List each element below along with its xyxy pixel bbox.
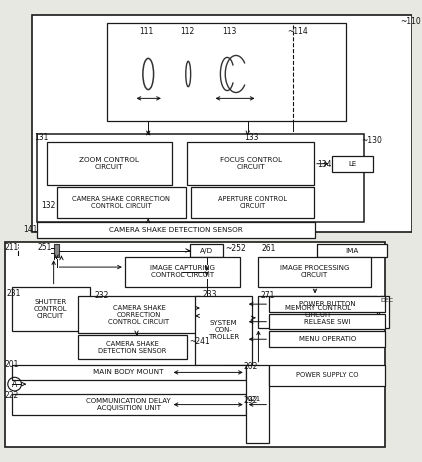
Text: RELEASE SWI: RELEASE SWI xyxy=(304,319,350,325)
Text: 113: 113 xyxy=(222,27,237,36)
Text: FOCUS CONTROL
CIRCUIT: FOCUS CONTROL CIRCUIT xyxy=(219,157,281,170)
Text: 271: 271 xyxy=(260,292,275,300)
Bar xyxy=(190,243,223,257)
Text: 131: 131 xyxy=(34,133,49,141)
Bar xyxy=(54,243,60,257)
Text: 232: 232 xyxy=(95,292,109,300)
Text: MEMORY CONTROL
CIRCUIT: MEMORY CONTROL CIRCUIT xyxy=(285,305,351,318)
Text: CAMERA SHAKE DETECTION SENSOR: CAMERA SHAKE DETECTION SENSOR xyxy=(109,227,243,233)
Text: CAMERA SHAKE
DETECTION SENSOR: CAMERA SHAKE DETECTION SENSOR xyxy=(98,340,167,353)
Bar xyxy=(32,15,411,232)
Bar xyxy=(107,23,346,121)
Bar xyxy=(12,286,90,331)
Text: ZOOM CONTROL
CIRCUIT: ZOOM CONTROL CIRCUIT xyxy=(79,157,139,170)
Text: 112: 112 xyxy=(181,27,195,36)
Text: ~252: ~252 xyxy=(225,243,246,253)
Text: APERTURE CONTROL
CIRCUIT: APERTURE CONTROL CIRCUIT xyxy=(218,196,287,209)
Bar xyxy=(78,296,200,334)
Text: 233: 233 xyxy=(203,291,217,299)
Bar xyxy=(5,242,385,447)
Text: COMMUNICATION DELAY
ACQUISITION UNIT: COMMUNICATION DELAY ACQUISITION UNIT xyxy=(87,398,171,411)
Text: 221: 221 xyxy=(248,396,261,402)
Bar xyxy=(37,134,364,222)
Bar xyxy=(195,296,252,365)
Text: 211: 211 xyxy=(5,243,19,252)
Text: 202: 202 xyxy=(244,362,258,371)
Bar xyxy=(269,331,385,347)
Text: 132: 132 xyxy=(41,201,55,210)
Text: LE: LE xyxy=(348,161,356,167)
Bar xyxy=(12,394,246,415)
Text: IMAGE CAPTURING
CONTROL CIRCUIT: IMAGE CAPTURING CONTROL CIRCUIT xyxy=(150,266,215,279)
Text: 201: 201 xyxy=(5,360,19,369)
Text: POWER SUPPLY CO: POWER SUPPLY CO xyxy=(296,372,358,378)
Bar xyxy=(191,187,314,219)
Bar xyxy=(332,156,373,171)
Text: 134: 134 xyxy=(317,160,331,169)
Bar xyxy=(258,296,377,328)
Bar xyxy=(125,257,240,286)
Bar xyxy=(78,335,187,359)
Text: SYSTEM
CON-
TROLLER: SYSTEM CON- TROLLER xyxy=(208,321,239,340)
Text: ~130: ~130 xyxy=(361,136,382,146)
Text: IMA: IMA xyxy=(345,248,359,254)
Bar xyxy=(57,187,186,219)
Bar xyxy=(258,257,371,286)
Bar xyxy=(317,243,387,257)
Text: SHUTTER
CONTROL
CIRCUIT: SHUTTER CONTROL CIRCUIT xyxy=(34,299,68,319)
Text: 292: 292 xyxy=(244,396,258,405)
Text: 111: 111 xyxy=(139,27,154,36)
Text: IMAGE PROCESSING
CIRCUIT: IMAGE PROCESSING CIRCUIT xyxy=(280,266,349,279)
Text: CAMERA SHAKE CORRECTION
CONTROL CIRCUIT: CAMERA SHAKE CORRECTION CONTROL CIRCUIT xyxy=(73,196,170,209)
Bar xyxy=(379,296,389,328)
Text: 141: 141 xyxy=(23,225,38,234)
Text: ~114: ~114 xyxy=(287,27,308,36)
Text: 222: 222 xyxy=(5,391,19,400)
Text: MAIN BODY MOUNT: MAIN BODY MOUNT xyxy=(94,370,164,376)
Bar xyxy=(269,314,385,329)
Bar xyxy=(47,142,172,185)
Bar xyxy=(37,222,315,238)
Text: MENU OPERATIO: MENU OPERATIO xyxy=(298,336,356,342)
Text: A/D: A/D xyxy=(200,248,213,254)
Text: 261: 261 xyxy=(261,243,276,253)
Text: ~241: ~241 xyxy=(189,337,210,346)
Text: 133: 133 xyxy=(244,133,258,141)
Text: CAMERA SHAKE
CORRECTION
CONTROL CIRCUIT: CAMERA SHAKE CORRECTION CONTROL CIRCUIT xyxy=(108,305,170,325)
Text: A: A xyxy=(12,380,17,389)
Text: 231: 231 xyxy=(7,289,21,298)
Text: POWER BUTTON: POWER BUTTON xyxy=(299,301,355,307)
Text: ~110: ~110 xyxy=(400,18,421,26)
Bar xyxy=(12,365,246,380)
Bar xyxy=(269,296,385,312)
Bar xyxy=(187,142,314,185)
Bar xyxy=(269,365,385,386)
Bar xyxy=(246,365,269,443)
Text: 251: 251 xyxy=(37,243,51,252)
Text: DEC: DEC xyxy=(380,298,393,303)
